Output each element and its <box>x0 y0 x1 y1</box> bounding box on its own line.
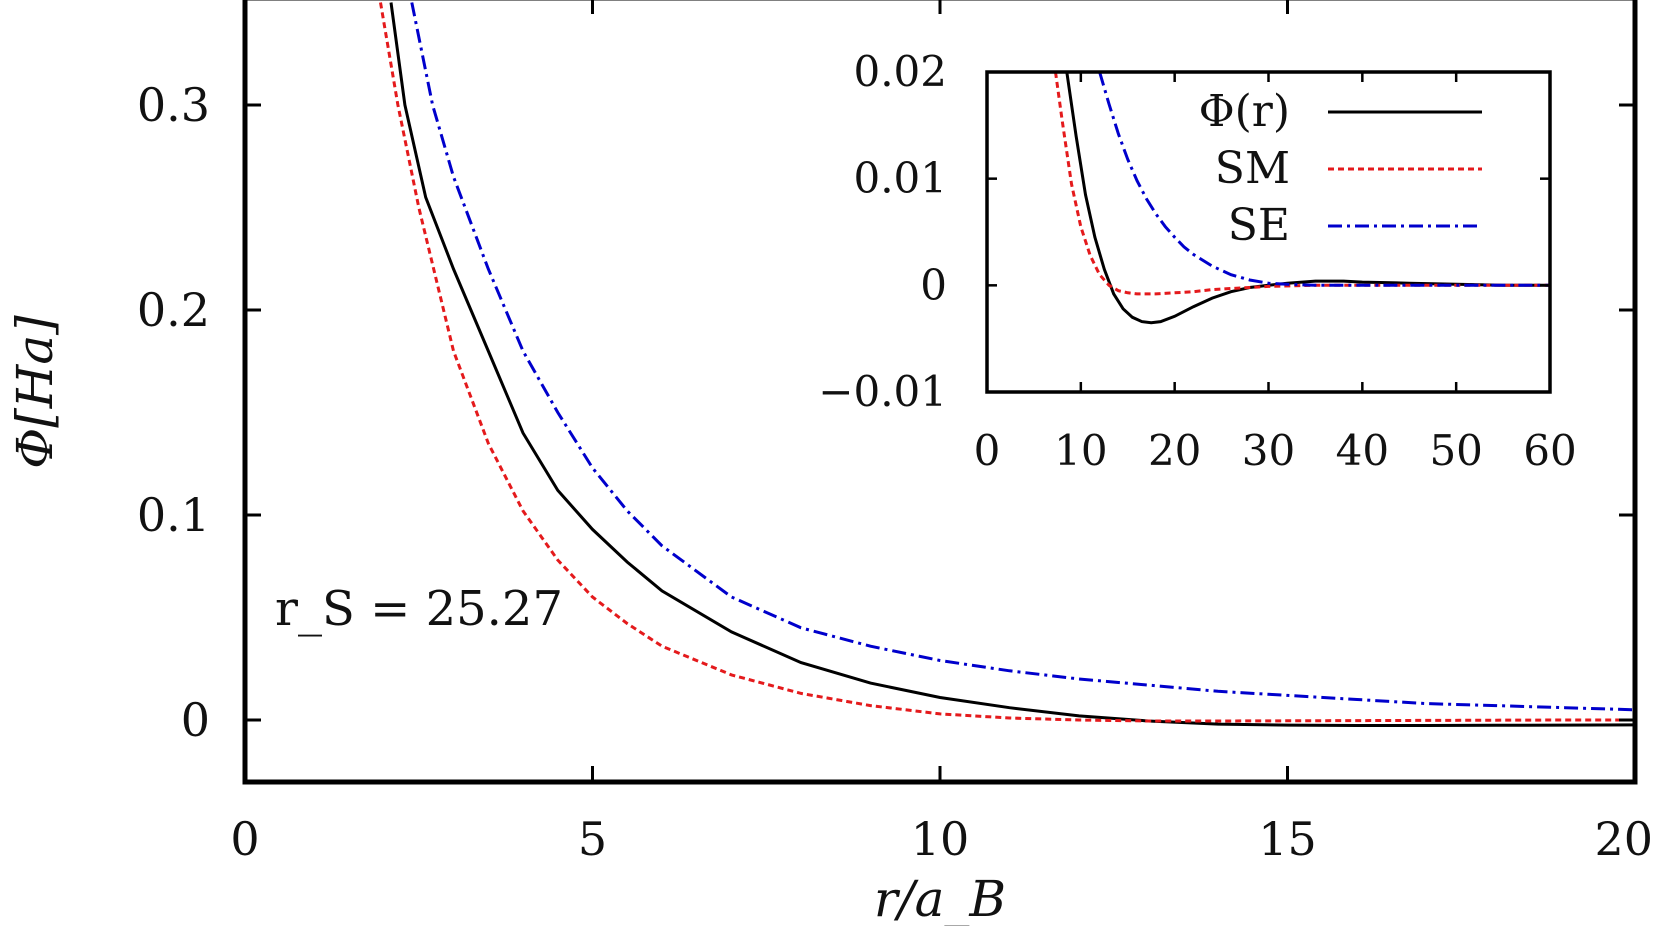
y-tick-label: 0 <box>181 693 210 747</box>
y-tick-label: 0.1 <box>137 488 210 542</box>
y-tick-label: 0.2 <box>137 283 210 337</box>
inset-y-tick-label: 0 <box>920 260 947 309</box>
inset-x-tick-label: 20 <box>1148 426 1201 475</box>
inset-x-tick-label: 10 <box>1054 426 1107 475</box>
series-line-sm <box>379 2 1635 723</box>
inset-plot: 0 10 20 30 40 50 60 −0.01 0 0.01 0.02 Φ(r) SM SE <box>818 47 1576 475</box>
x-axis-label: r/a_B <box>874 870 1006 926</box>
x-tick-label: 20 <box>1594 812 1653 866</box>
x-tick-label: 5 <box>578 812 607 866</box>
inset-series-line-r <box>1065 72 1550 325</box>
legend-label: SE <box>1228 200 1290 251</box>
series-line-r <box>389 2 1635 727</box>
legend-label: Φ(r) <box>1199 86 1290 137</box>
inset-y-tick-label: −0.01 <box>818 367 947 416</box>
x-tick-label: 15 <box>1258 812 1317 866</box>
inset-x-tick-label: 60 <box>1523 426 1576 475</box>
series-line-se <box>410 2 1635 712</box>
inset-y-tick-label: 0.01 <box>853 154 947 203</box>
main-plot: 0 5 10 15 20 0 0.1 0.2 0.3 r/a_B Φ[Ha] r_S = 25… <box>6 0 1653 926</box>
legend: Φ(r) SM SE <box>1199 86 1482 251</box>
legend-label: SM <box>1215 143 1290 194</box>
x-tick-label: 10 <box>911 812 970 866</box>
inset-x-tick-label: 0 <box>974 426 1001 475</box>
y-tick-label: 0.3 <box>137 78 210 132</box>
inset-background <box>987 72 1550 392</box>
inset-x-tick-label: 30 <box>1242 426 1295 475</box>
inset-y-tick-label: 0.02 <box>853 47 947 96</box>
inset-series-line-se <box>1098 72 1550 287</box>
y-axis-label: Φ[Ha] <box>6 315 64 469</box>
inset-x-tick-label: 40 <box>1336 426 1389 475</box>
rs-annotation: r_S = 25.27 <box>275 581 563 637</box>
inset-series-line-sm <box>1054 72 1550 296</box>
inset-x-tick-label: 50 <box>1429 426 1482 475</box>
x-tick-label: 0 <box>230 812 259 866</box>
